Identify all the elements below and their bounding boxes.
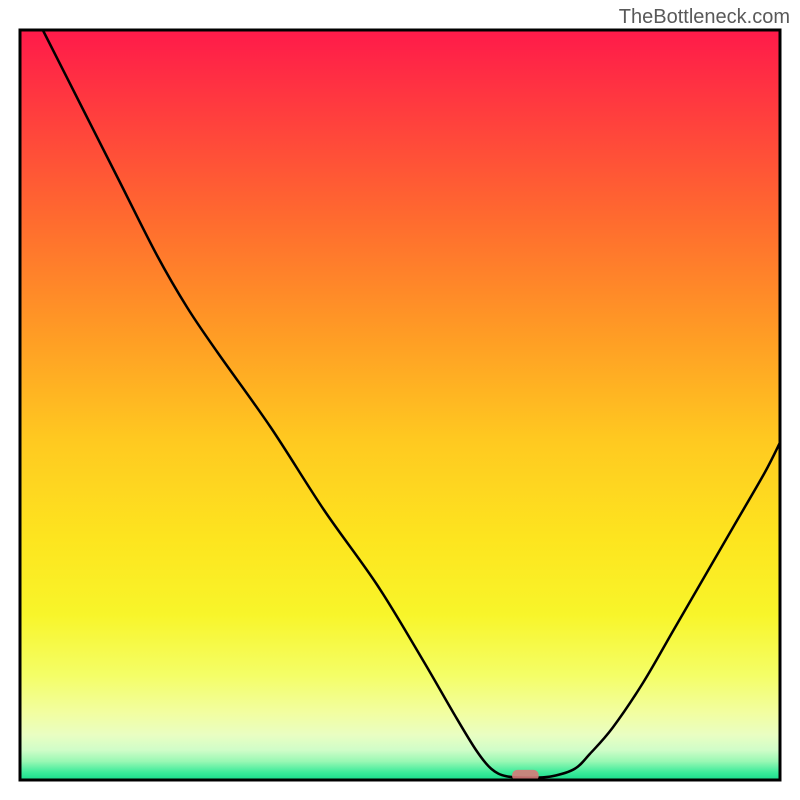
plot-background xyxy=(20,30,780,780)
bottleneck-chart xyxy=(0,0,800,800)
watermark-text: TheBottleneck.com xyxy=(619,6,790,29)
chart-container: TheBottleneck.com xyxy=(0,0,800,800)
